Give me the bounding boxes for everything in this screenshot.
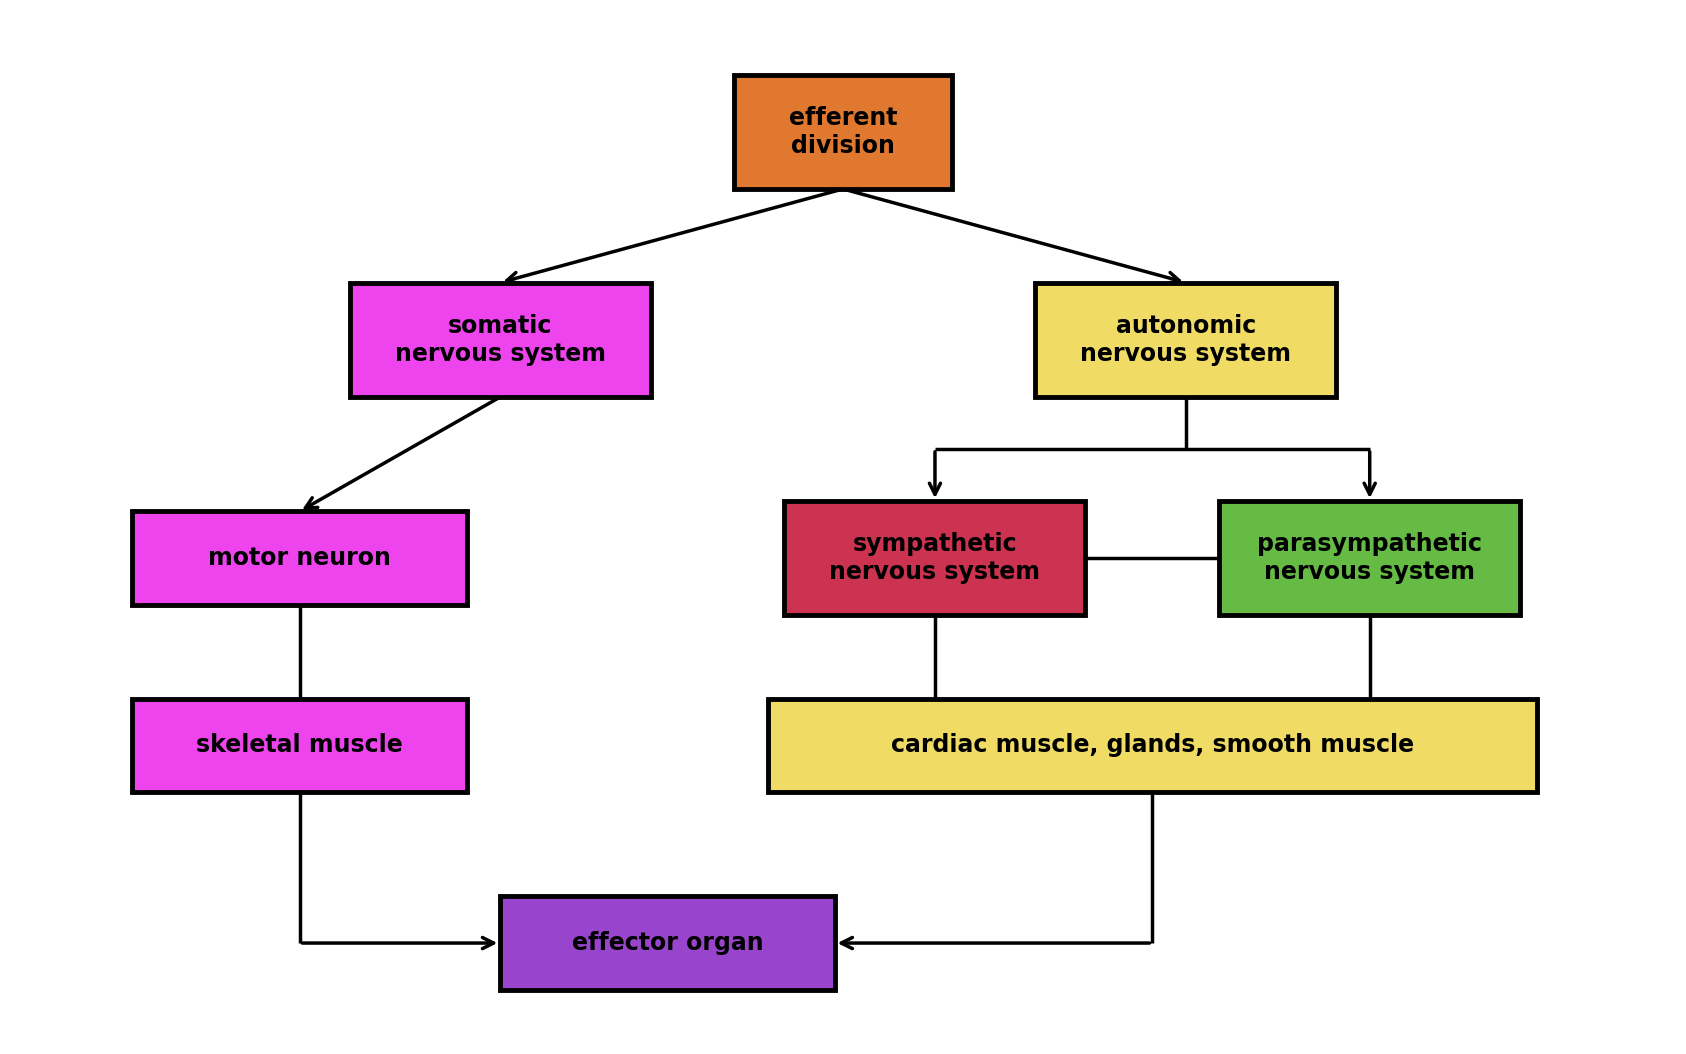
Text: cardiac muscle, glands, smooth muscle: cardiac muscle, glands, smooth muscle [890,734,1415,758]
Text: parasympathetic
nervous system: parasympathetic nervous system [1258,532,1482,584]
FancyBboxPatch shape [784,501,1086,616]
FancyBboxPatch shape [133,511,467,605]
Text: effector organ: effector organ [572,931,764,955]
Text: sympathetic
nervous system: sympathetic nervous system [830,532,1040,584]
Text: skeletal muscle: skeletal muscle [196,734,403,758]
FancyBboxPatch shape [501,896,835,990]
Text: autonomic
nervous system: autonomic nervous system [1081,314,1291,366]
FancyBboxPatch shape [767,699,1538,793]
Text: motor neuron: motor neuron [207,546,391,570]
FancyBboxPatch shape [1035,282,1337,397]
FancyBboxPatch shape [133,699,467,793]
Text: efferent
division: efferent division [789,105,897,158]
FancyBboxPatch shape [349,282,651,397]
FancyBboxPatch shape [735,75,951,189]
FancyBboxPatch shape [1219,501,1521,616]
Text: somatic
nervous system: somatic nervous system [395,314,605,366]
